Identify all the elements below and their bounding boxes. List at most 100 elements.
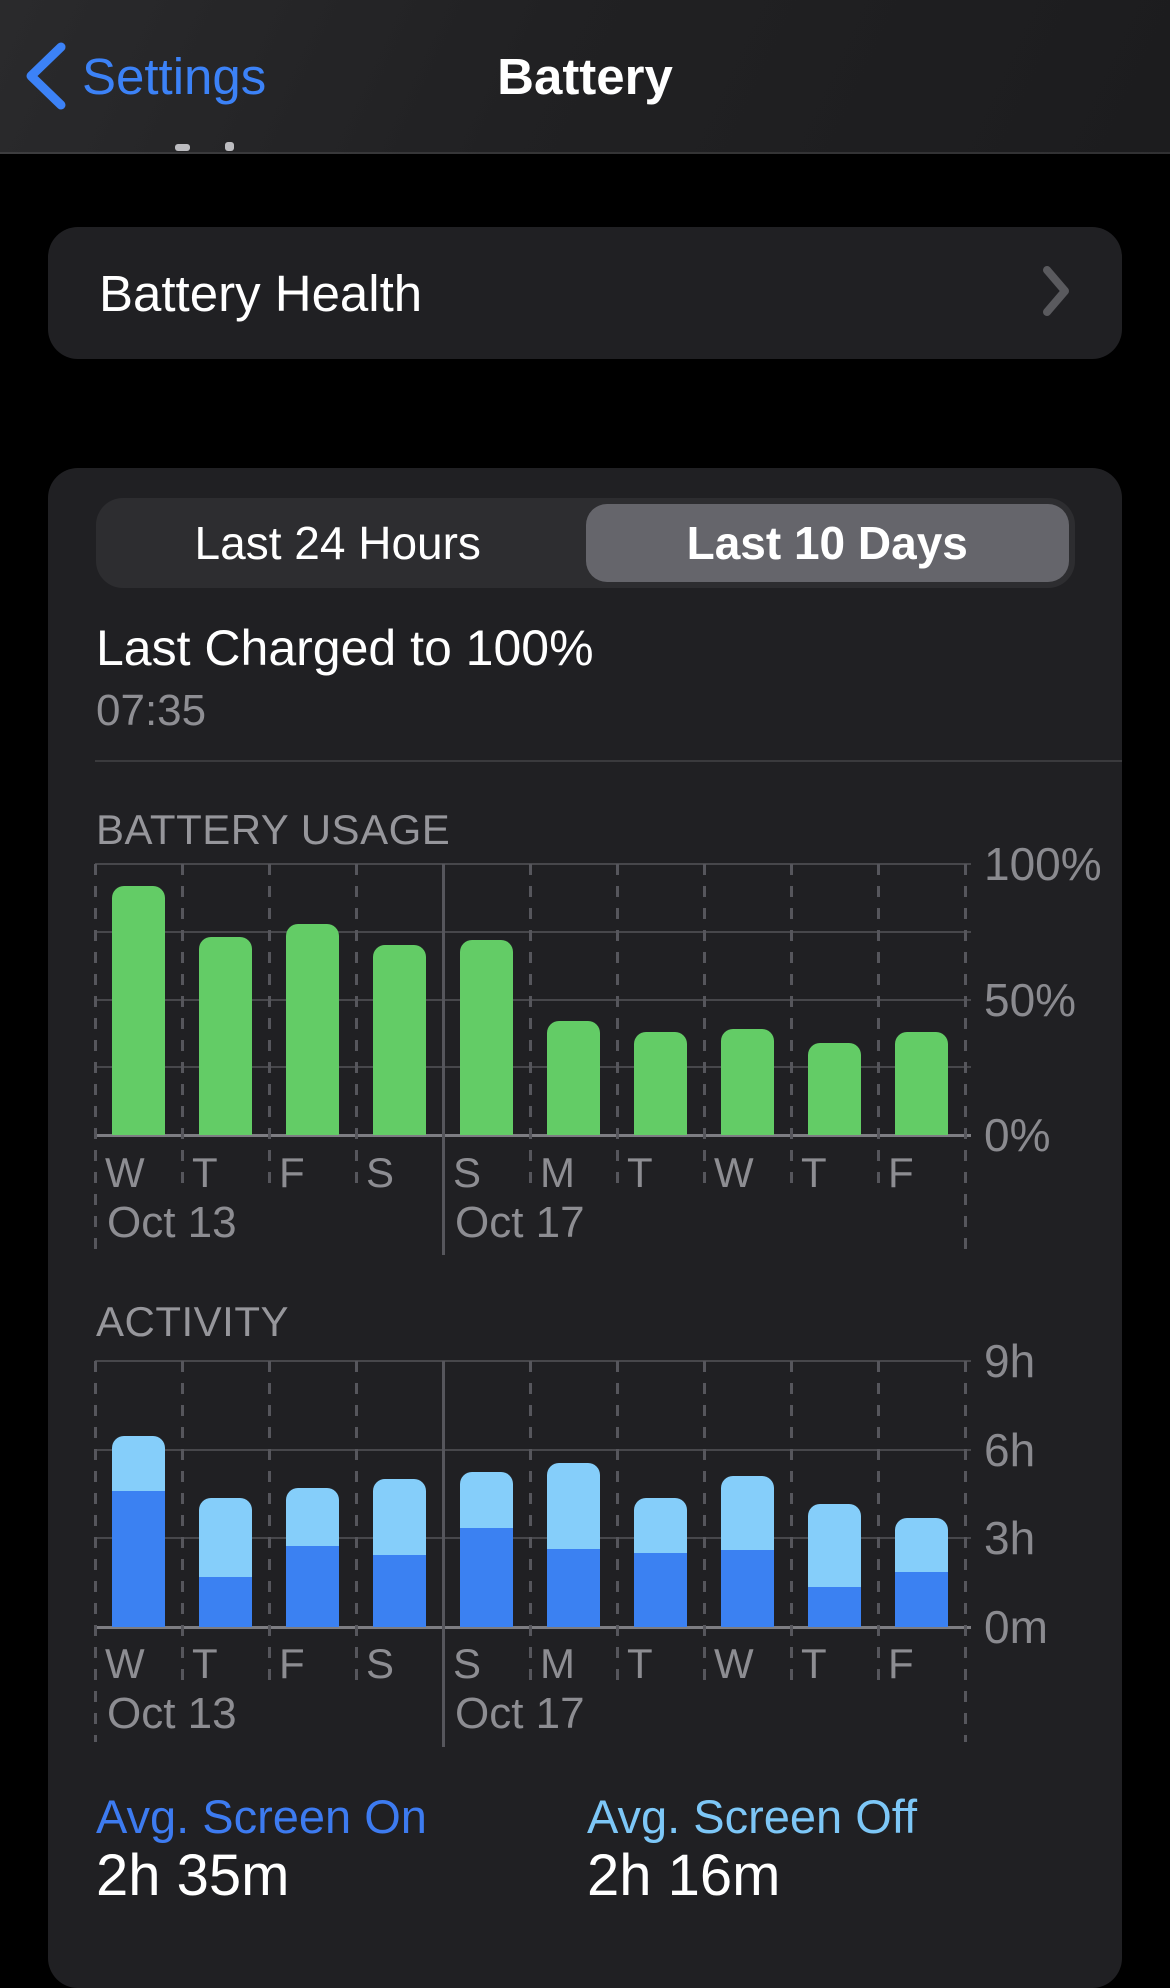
grid-vline [877,864,880,1190]
avg-screen-off-label: Avg. Screen Off [587,1790,918,1843]
grid-vline [964,864,967,1250]
usage-bar[interactable] [895,1032,948,1135]
day-label: T [627,1640,653,1687]
battery-usage-header: BATTERY USAGE [96,806,451,853]
gridline [95,1537,971,1540]
screen-on-segment [373,1554,426,1627]
gridline [95,930,971,933]
activity-bar[interactable] [199,1498,252,1627]
grid-vline [616,864,619,1190]
date-label: Oct 13 [107,1198,237,1247]
scrolled-content-remnant [225,142,234,151]
y-tick-label: 9h [984,1335,1036,1387]
day-label: M [540,1640,575,1687]
screen-off-segment [112,1436,165,1492]
axis-baseline [95,1626,971,1629]
gridline [95,998,971,1001]
y-tick-label: 100% [984,838,1102,890]
activity-bar[interactable] [112,1436,165,1627]
grid-vline [529,1361,532,1682]
date-boundary-line [442,1361,445,1747]
screen-on-segment [547,1548,600,1627]
day-label: F [888,1640,914,1687]
screen-off-segment [721,1476,774,1551]
screen-off-segment [460,1471,513,1528]
date-boundary-line [442,864,445,1255]
battery-health-label: Battery Health [99,264,423,322]
activity-bar[interactable] [286,1488,339,1627]
grid-vline [94,1361,97,1742]
section-divider [95,760,1122,762]
avg-screen-on-label: Avg. Screen On [96,1790,427,1843]
usage-bar[interactable] [721,1029,774,1135]
day-label: F [279,1640,305,1687]
grid-vline [268,1361,271,1682]
time-range-segmented-control: Last 24 Hours Last 10 Days [96,498,1075,588]
screen-on-segment [199,1576,252,1627]
activity-bar[interactable] [373,1479,426,1627]
usage-bar[interactable] [286,923,339,1135]
screen-on-segment [721,1550,774,1627]
avg-screen-off-value: 2h 16m [587,1843,781,1908]
chevron-right-icon [1043,266,1069,316]
day-label: T [192,1640,218,1687]
y-tick-label: 3h [984,1512,1036,1565]
date-label: Oct 17 [455,1689,585,1738]
screen-on-segment [460,1527,513,1627]
date-label: Oct 13 [107,1689,237,1738]
usage-bar[interactable] [460,939,513,1135]
usage-bar[interactable] [634,1032,687,1135]
grid-vline [529,864,532,1190]
activity-bar[interactable] [460,1471,513,1627]
day-label: S [453,1640,482,1687]
usage-bar[interactable] [199,937,252,1135]
grid-vline [703,864,706,1190]
day-label: W [105,1640,145,1687]
usage-bar[interactable] [808,1042,861,1135]
grid-vline [181,1361,184,1682]
grid-vline [355,1361,358,1682]
screen-off-segment [547,1462,600,1549]
avg-screen-on-value: 2h 35m [96,1843,290,1908]
screen-on-segment [808,1587,861,1627]
usage-bar[interactable] [547,1021,600,1135]
back-chevron-icon [26,42,66,110]
usage-bar[interactable] [373,945,426,1135]
screen-off-segment [634,1498,687,1554]
activity-bar[interactable] [808,1504,861,1627]
grid-vline [877,1361,880,1682]
scrolled-content-remnant [175,144,190,151]
day-label: M [540,1149,575,1196]
back-button-label: Settings [82,47,267,105]
day-label: W [714,1149,754,1196]
screen-off-segment [808,1504,861,1588]
screen-on-segment [634,1553,687,1627]
date-label: Oct 17 [455,1198,585,1247]
segment-last-10-days[interactable]: Last 10 Days [585,504,1069,582]
battery-health-row[interactable]: Battery Health [48,227,1122,359]
grid-vline [964,1361,967,1742]
day-label: F [279,1149,305,1196]
grid-vline [790,1361,793,1682]
activity-bar[interactable] [547,1462,600,1627]
grid-vline [703,1361,706,1682]
day-label: S [366,1149,395,1196]
y-tick-label: 0% [984,1109,1051,1161]
usage-bar[interactable] [112,885,165,1135]
day-label: S [453,1149,482,1196]
last-charged-time: 07:35 [96,686,207,735]
gridline [95,1448,971,1451]
segment-last-24-hours[interactable]: Last 24 Hours [194,517,481,569]
last-charged-title: Last Charged to 100% [96,620,594,676]
activity-bar[interactable] [895,1517,948,1627]
screen-off-segment [895,1517,948,1573]
grid-vline [355,864,358,1190]
day-label: T [192,1149,218,1196]
back-button[interactable]: Settings [24,0,266,152]
activity-bar[interactable] [721,1476,774,1627]
day-label: T [627,1149,653,1196]
y-tick-label: 6h [984,1423,1036,1476]
activity-bar[interactable] [634,1498,687,1627]
gridline [95,1360,971,1362]
gridline [95,863,971,865]
